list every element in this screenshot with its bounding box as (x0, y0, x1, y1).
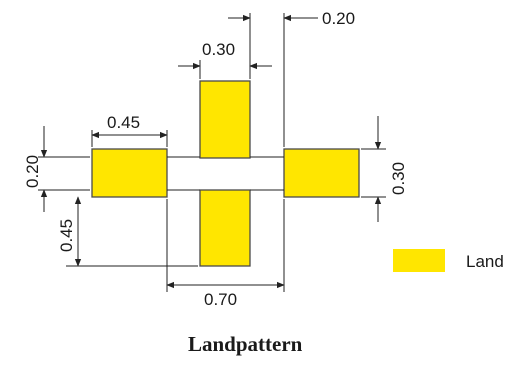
legend-swatch (393, 249, 445, 272)
legend: Land (393, 249, 504, 272)
dim-label-left-offset-height: 0.45 (57, 219, 76, 252)
diagram-title: Landpattern (188, 332, 303, 356)
dim-right-pad-height: 0.30 (361, 116, 408, 222)
top-pad (199, 80, 251, 159)
dim-left-pad-height: 0.20 (23, 126, 90, 212)
right-pad (283, 148, 360, 198)
dim-bottom-span: 0.70 (166, 199, 285, 309)
left-pad (91, 148, 168, 198)
dim-label-top-pad-width: 0.30 (202, 40, 235, 59)
dim-label-right-pad-height: 0.30 (389, 162, 408, 195)
dim-left-pad-length: 0.45 (91, 113, 168, 147)
dim-label-top-right-spacing: 0.20 (322, 9, 355, 28)
dim-top-right-spacing: 0.20 (228, 9, 355, 147)
dim-left-offset-height: 0.45 (57, 196, 198, 267)
dim-label-left-pad-height: 0.20 (23, 155, 42, 188)
dim-label-bottom-span: 0.70 (204, 290, 237, 309)
dim-top-pad-width: 0.30 (178, 40, 272, 79)
bottom-pad (199, 189, 251, 267)
legend-label: Land (466, 252, 504, 271)
dim-label-left-pad-length: 0.45 (107, 113, 140, 132)
